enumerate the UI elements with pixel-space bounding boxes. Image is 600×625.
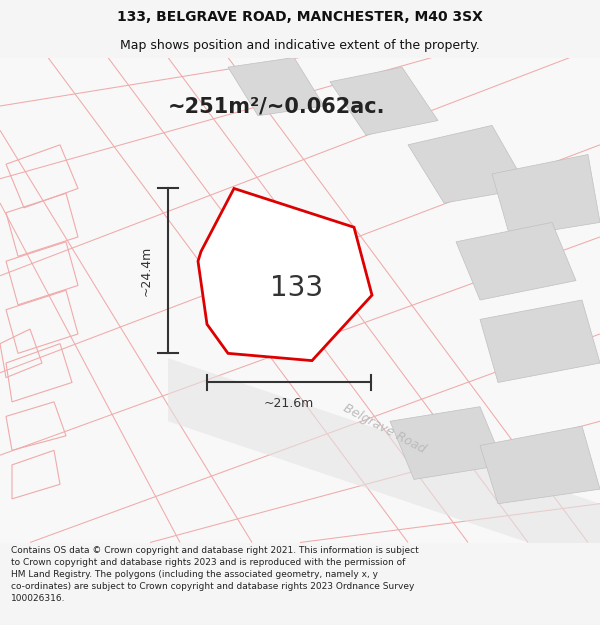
- Polygon shape: [408, 126, 528, 203]
- Text: ~251m²/~0.062ac.: ~251m²/~0.062ac.: [167, 96, 385, 116]
- Polygon shape: [228, 58, 324, 116]
- Text: Contains OS data © Crown copyright and database right 2021. This information is : Contains OS data © Crown copyright and d…: [11, 546, 419, 603]
- Text: 133, BELGRAVE ROAD, MANCHESTER, M40 3SX: 133, BELGRAVE ROAD, MANCHESTER, M40 3SX: [117, 11, 483, 24]
- Polygon shape: [168, 358, 600, 567]
- Text: Map shows position and indicative extent of the property.: Map shows position and indicative extent…: [120, 39, 480, 52]
- Text: 133: 133: [269, 274, 323, 302]
- Text: ~24.4m: ~24.4m: [140, 246, 153, 296]
- Text: Belgrave Road: Belgrave Road: [341, 401, 427, 456]
- Polygon shape: [330, 68, 438, 135]
- Polygon shape: [390, 407, 504, 479]
- Polygon shape: [492, 154, 600, 237]
- Polygon shape: [198, 189, 372, 361]
- Polygon shape: [480, 426, 600, 504]
- Text: ~21.6m: ~21.6m: [264, 397, 314, 410]
- Polygon shape: [480, 300, 600, 382]
- Polygon shape: [456, 222, 576, 300]
